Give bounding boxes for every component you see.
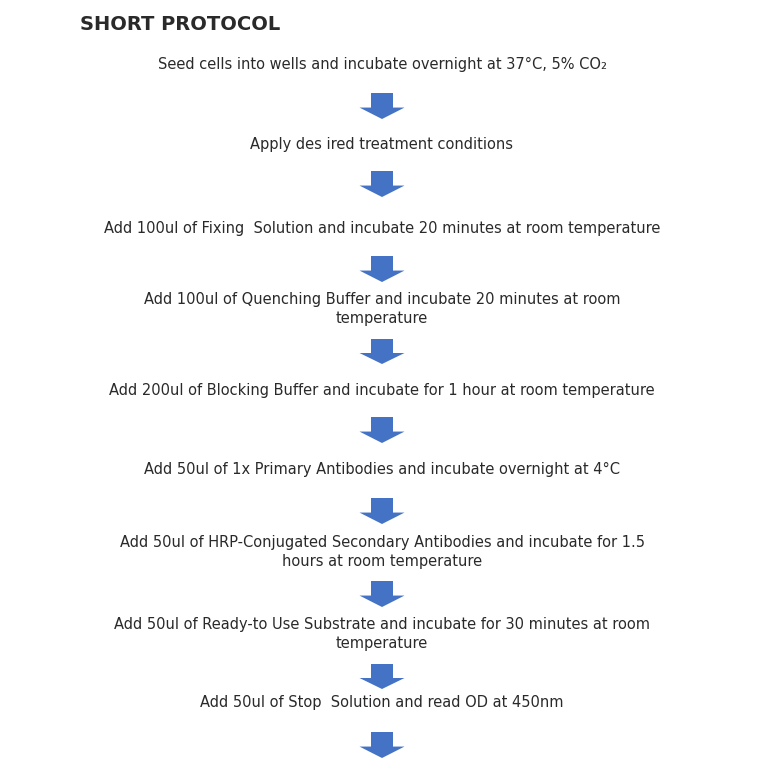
Bar [371, 498, 393, 513]
Polygon shape [360, 108, 404, 119]
Polygon shape [360, 513, 404, 524]
Polygon shape [360, 270, 404, 282]
Text: Add 100ul of Quenching Buffer and incubate 20 minutes at room
temperature: Add 100ul of Quenching Buffer and incuba… [144, 292, 620, 326]
Text: SHORT PROTOCOL: SHORT PROTOCOL [80, 15, 280, 34]
Polygon shape [360, 678, 404, 689]
Bar [371, 581, 393, 596]
Polygon shape [360, 432, 404, 443]
Bar [371, 417, 393, 432]
Text: Add 50ul of Ready-to Use Substrate and incubate for 30 minutes at room
temperatu: Add 50ul of Ready-to Use Substrate and i… [114, 617, 650, 651]
Polygon shape [360, 746, 404, 758]
Text: Add 100ul of Fixing  Solution and incubate 20 minutes at room temperature: Add 100ul of Fixing Solution and incubat… [104, 222, 660, 237]
Bar [371, 256, 393, 270]
Bar [371, 339, 393, 353]
Text: Add 200ul of Blocking Buffer and incubate for 1 hour at room temperature: Add 200ul of Blocking Buffer and incubat… [109, 383, 655, 397]
Polygon shape [360, 596, 404, 607]
Text: Apply des ired treatment conditions: Apply des ired treatment conditions [251, 137, 513, 151]
Bar [371, 732, 393, 746]
Text: Add 50ul of Stop  Solution and read OD at 450nm: Add 50ul of Stop Solution and read OD at… [200, 694, 564, 710]
Bar [371, 93, 393, 108]
Text: Add 50ul of 1x Primary Antibodies and incubate overnight at 4°C: Add 50ul of 1x Primary Antibodies and in… [144, 461, 620, 477]
Text: Seed cells into wells and incubate overnight at 37°C, 5% CO₂: Seed cells into wells and incubate overn… [157, 57, 607, 72]
Polygon shape [360, 186, 404, 197]
Bar [371, 664, 393, 678]
Text: Add 50ul of HRP-Conjugated Secondary Antibodies and incubate for 1.5
hours at ro: Add 50ul of HRP-Conjugated Secondary Ant… [119, 535, 645, 569]
Polygon shape [360, 353, 404, 364]
Bar [371, 171, 393, 186]
